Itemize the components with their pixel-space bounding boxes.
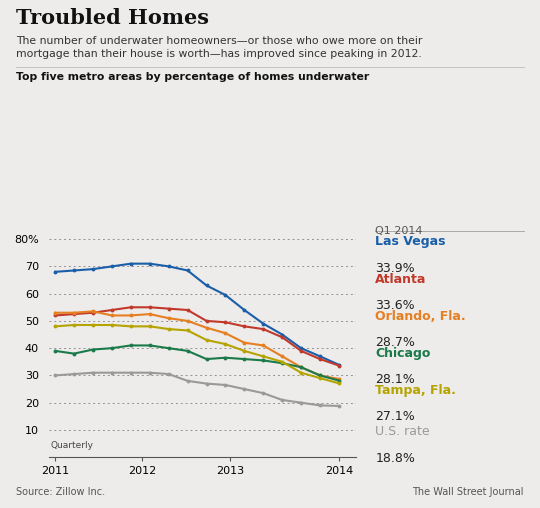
Text: Orlando, Fla.: Orlando, Fla. (375, 310, 466, 323)
Text: Atlanta: Atlanta (375, 273, 427, 286)
Text: 27.1%: 27.1% (375, 410, 415, 424)
Text: Quarterly: Quarterly (51, 441, 94, 451)
Text: Source: Zillow Inc.: Source: Zillow Inc. (16, 487, 105, 497)
Text: Chicago: Chicago (375, 347, 431, 360)
Text: Tampa, Fla.: Tampa, Fla. (375, 384, 456, 397)
Text: Top five metro areas by percentage of homes underwater: Top five metro areas by percentage of ho… (16, 72, 369, 82)
Text: Troubled Homes: Troubled Homes (16, 8, 209, 27)
Text: 28.1%: 28.1% (375, 373, 415, 387)
Text: 33.6%: 33.6% (375, 299, 415, 312)
Text: 18.8%: 18.8% (375, 452, 415, 465)
Text: Las Vegas: Las Vegas (375, 235, 446, 248)
Text: Q1 2014: Q1 2014 (375, 226, 423, 236)
Text: The Wall Street Journal: The Wall Street Journal (413, 487, 524, 497)
Text: The number of underwater homeowners—or those who owe more on their
mortgage than: The number of underwater homeowners—or t… (16, 36, 423, 59)
Text: U.S. rate: U.S. rate (375, 425, 430, 438)
Text: 33.9%: 33.9% (375, 262, 415, 275)
Text: 28.7%: 28.7% (375, 336, 415, 350)
